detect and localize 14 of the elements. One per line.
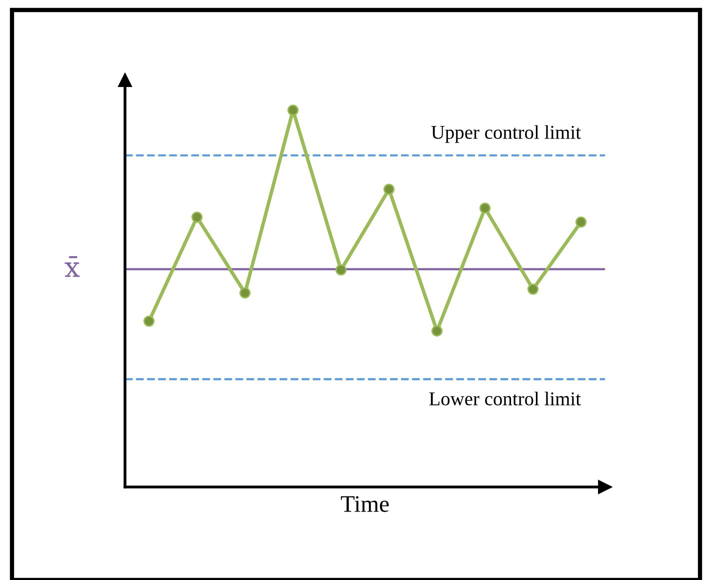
ref-line-label: x̄ <box>64 256 80 277</box>
point <box>239 287 251 298</box>
point <box>527 284 539 295</box>
point <box>431 325 443 337</box>
point <box>335 264 347 276</box>
point <box>479 202 491 214</box>
point <box>143 316 155 327</box>
x-axis-title: Time <box>340 496 389 512</box>
point <box>575 216 587 228</box>
point <box>383 184 395 195</box>
ref-line-label: Lower control limit <box>429 392 581 406</box>
point <box>191 212 203 223</box>
point <box>287 104 299 116</box>
ref-line-label: Upper control limit <box>431 125 581 143</box>
